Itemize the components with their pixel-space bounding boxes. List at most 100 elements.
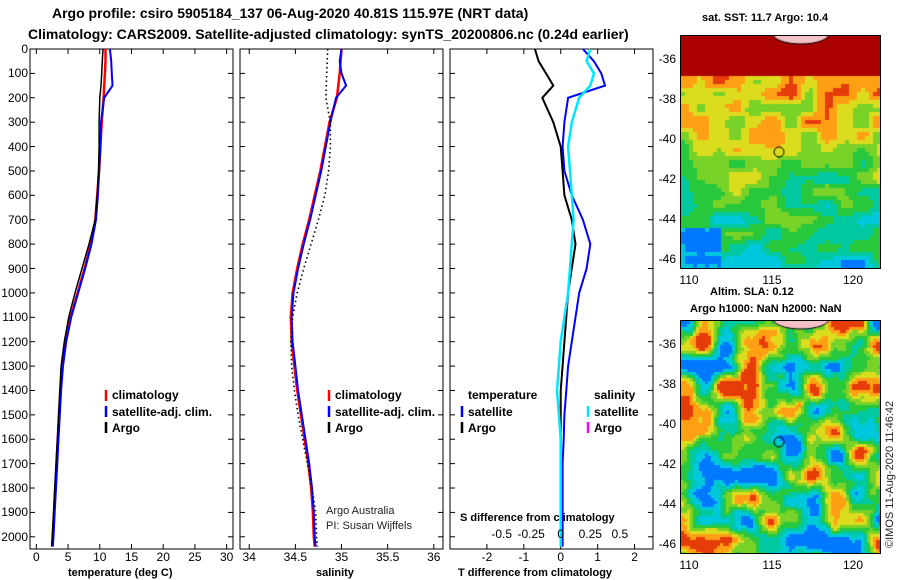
depth-tick-label: 600 [7, 188, 28, 203]
map-lon-label: 110 [679, 558, 699, 572]
map-lat-label: -36 [658, 52, 676, 66]
s-tick-label: -0.5 [491, 527, 513, 541]
x-tick-label: 30 [219, 550, 234, 564]
x-tick-label: 20 [156, 550, 170, 564]
temp-legend-climatology: climatology [112, 388, 179, 402]
series-line-satellite-adj-clim- [51, 48, 114, 547]
diff-temp-legend-satellite: satellite [468, 405, 513, 419]
difference-panel-frame [449, 48, 654, 550]
x-tick-label: 5 [64, 550, 72, 564]
series-line-satellite-adj-clim- [290, 48, 348, 547]
series-line-argo [289, 48, 332, 547]
temp-legend-satellite: satellite-adj. clim. [112, 405, 213, 419]
temp-legend-argo: Argo [112, 421, 140, 435]
x-tick-label: 36 [427, 550, 441, 564]
s-tick-label: 0.25 [578, 527, 602, 541]
x-tick-label: -2 [481, 550, 493, 564]
depth-tick-label: 1200 [1, 334, 28, 349]
map-lat-label: -38 [658, 92, 676, 106]
diff-sal-legend-argo: Argo [594, 421, 622, 435]
map-lat-label: -36 [658, 337, 676, 351]
difference-xlabel: T difference from climatology [458, 567, 613, 579]
x-tick-label: 35.5 [375, 550, 400, 564]
title-line-1: Argo profile: csiro 5905184_137 06-Aug-2… [52, 5, 529, 21]
depth-tick-label: 1600 [1, 432, 28, 447]
map-lon-label: 120 [842, 273, 864, 287]
salinity-panel-frame [239, 48, 444, 550]
x-tick-label: 2 [631, 550, 638, 564]
depth-tick-label: 1500 [1, 407, 28, 422]
depth-tick-label: 300 [7, 115, 28, 130]
diff-temp-legend-argo: Argo [468, 421, 496, 435]
x-tick-label: 10 [93, 550, 107, 564]
series-line-argo [50, 48, 104, 547]
depth-tick-label: 1900 [1, 505, 28, 520]
s-difference-label: S difference from climatology [460, 512, 615, 524]
map-lat-label: -38 [658, 377, 676, 391]
depth-tick-label: 1400 [1, 383, 28, 398]
map-lon-label: 110 [679, 273, 699, 287]
sst-map-title: sat. SST: 11.7 Argo: 10.4 [702, 12, 829, 24]
map-lat-label: -46 [658, 537, 676, 551]
x-tick-label: 15 [124, 550, 139, 564]
map-lat-label: -40 [658, 132, 676, 146]
x-tick-label: -1 [518, 550, 530, 564]
series-line-temperature-satellite [561, 48, 607, 547]
diff-temp-title: temperature [468, 388, 538, 402]
temperature-panel-frame [29, 48, 234, 550]
map-lat-label: -42 [658, 457, 676, 471]
depth-tick-label: 1000 [1, 285, 28, 300]
map-lat-label: -46 [658, 252, 676, 266]
map-lat-label: -40 [658, 417, 676, 431]
depth-tick-label: 100 [7, 66, 28, 81]
s-tick-label: -0.25 [517, 527, 545, 541]
depth-tick-label: 2000 [1, 529, 28, 544]
map-lon-label: 115 [762, 558, 782, 572]
title-line-2: Climatology: CARS2009. Satellite-adjuste… [28, 26, 629, 42]
depth-tick-label: 500 [7, 163, 28, 178]
map-lat-label: -42 [658, 172, 676, 186]
depth-tick-label: 900 [7, 261, 28, 276]
sal-legend-argo: Argo [335, 421, 363, 435]
s-tick-label: 0 [557, 527, 565, 541]
sst-map [680, 35, 881, 269]
sla-map-title-2: Argo h1000: NaN h2000: NaN [690, 303, 842, 315]
imos-credit: ©IMOS 11-Aug-2020 11:46:42 [884, 400, 896, 548]
argo-australia-note: Argo Australia [326, 505, 395, 517]
depth-tick-label: 800 [7, 237, 28, 252]
depth-tick-label: 400 [7, 139, 28, 154]
map-lat-label: -44 [658, 212, 676, 226]
depth-tick-label: 200 [7, 90, 28, 105]
diff-sal-title: salinity [594, 388, 636, 402]
depth-tick-label: 1300 [1, 359, 28, 374]
x-tick-label: 1 [594, 550, 601, 564]
sla-map-title-1: Altim. SLA: 0.12 [710, 286, 794, 298]
map-lon-label: 115 [762, 273, 782, 287]
depth-tick-label: 1800 [1, 481, 28, 496]
diff-sal-legend-satellite: satellite [594, 405, 639, 419]
depth-tick-label: 700 [7, 212, 28, 227]
sal-legend-satellite: satellite-adj. clim. [335, 405, 436, 419]
temperature-xlabel: temperature (deg C) [68, 567, 173, 579]
depth-tick-label: 0 [21, 42, 28, 56]
x-tick-label: 25 [188, 550, 202, 564]
x-tick-label: 34 [242, 550, 256, 564]
x-tick-label: 0 [33, 550, 40, 564]
depth-tick-label: 1100 [2, 310, 28, 325]
series-line-salinity-satellite [555, 48, 596, 547]
series-line-climatology [289, 48, 343, 547]
map-lat-label: -44 [658, 497, 676, 511]
sal-legend-climatology: climatology [335, 388, 402, 402]
salinity-xlabel: salinity [316, 567, 354, 579]
s-tick-label: 0.5 [611, 527, 629, 541]
x-tick-label: 34.5 [283, 550, 308, 564]
sla-map [680, 320, 881, 554]
series-line-temperature-argo [533, 48, 577, 547]
series-line-climatology [50, 49, 107, 547]
x-tick-label: 0 [557, 550, 565, 564]
x-tick-label: 35 [334, 550, 349, 564]
map-lon-label: 120 [842, 558, 864, 572]
depth-tick-label: 1700 [1, 456, 28, 471]
